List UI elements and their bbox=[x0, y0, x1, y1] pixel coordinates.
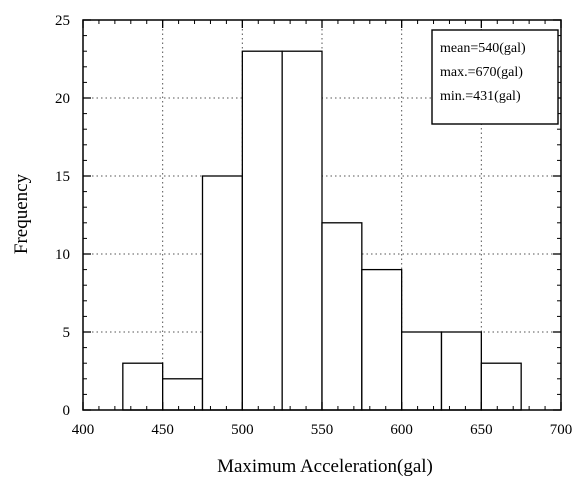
histogram-bar bbox=[440, 331, 482, 411]
x-tick-label: 500 bbox=[231, 422, 254, 438]
x-tick-label: 550 bbox=[311, 422, 334, 438]
x-tick-label: 400 bbox=[72, 422, 95, 438]
x-axis-title: Maximum Acceleration(gal) bbox=[217, 456, 433, 477]
y-tick-label: 5 bbox=[63, 325, 71, 341]
histogram-bar bbox=[401, 331, 443, 411]
y-tick-label: 20 bbox=[55, 91, 70, 107]
histogram-bar bbox=[321, 222, 363, 411]
y-tick-label: 10 bbox=[55, 247, 70, 263]
y-tick-label: 15 bbox=[55, 169, 70, 185]
histogram-bar bbox=[122, 362, 164, 411]
histogram-bar bbox=[480, 362, 522, 411]
stats-mean: mean=540(gal) bbox=[440, 41, 526, 56]
histogram-bar bbox=[281, 50, 323, 411]
stats-min: min.=431(gal) bbox=[440, 89, 521, 104]
histogram-bar bbox=[201, 175, 243, 411]
histogram-bar bbox=[361, 268, 403, 411]
axis-ticks bbox=[82, 19, 562, 411]
histogram-bars bbox=[122, 50, 522, 411]
x-tick-label: 450 bbox=[151, 422, 174, 438]
x-tick-label: 600 bbox=[390, 422, 413, 438]
histogram-bar bbox=[241, 50, 283, 411]
x-tick-labels: 400 450 500 550 600 650 700 bbox=[72, 422, 573, 438]
y-tick-labels: 0 5 10 15 20 25 bbox=[55, 13, 70, 419]
y-tick-label: 0 bbox=[63, 403, 71, 419]
histogram-bar bbox=[162, 378, 204, 411]
x-tick-label: 700 bbox=[550, 422, 573, 438]
stats-box-border bbox=[431, 29, 559, 125]
stats-max: max.=670(gal) bbox=[440, 65, 523, 80]
stats-annotation-box: mean=540(gal) max.=670(gal) min.=431(gal… bbox=[431, 29, 559, 125]
y-axis-title: Frequency bbox=[11, 173, 32, 254]
x-tick-label: 650 bbox=[470, 422, 493, 438]
y-tick-label: 25 bbox=[55, 13, 70, 29]
